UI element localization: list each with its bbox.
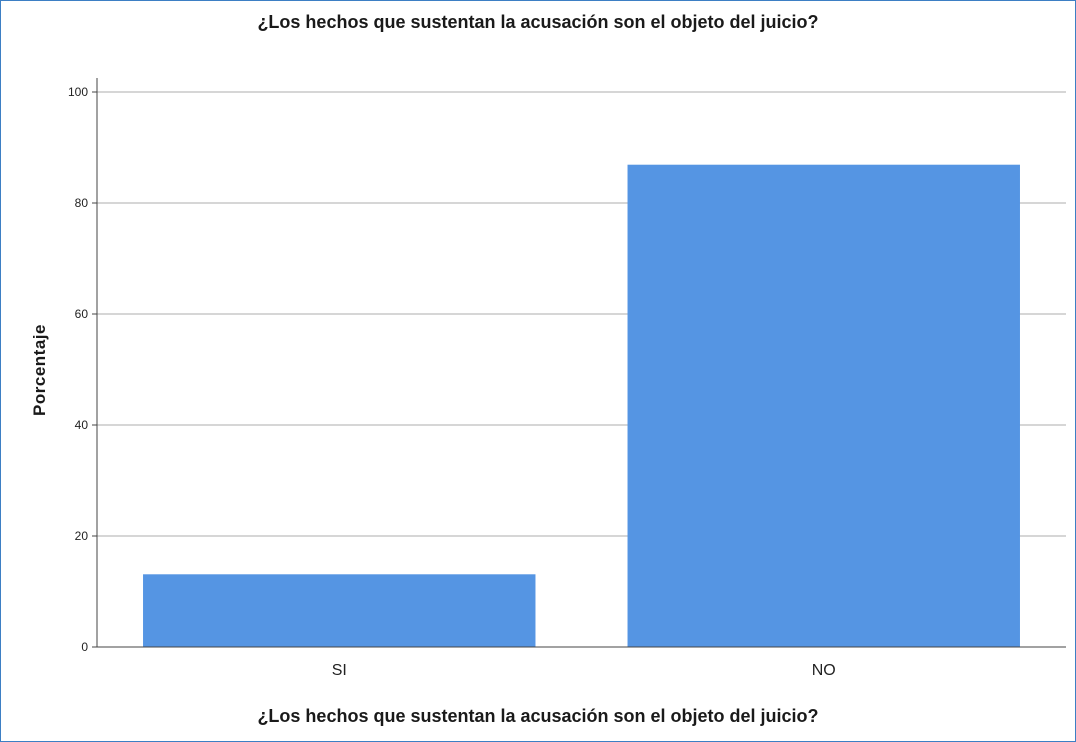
bars — [143, 164, 1020, 647]
bar-no — [627, 164, 1020, 647]
y-tick-label: 40 — [75, 418, 89, 432]
x-tick-label: SI — [332, 662, 347, 679]
y-tick-label: 80 — [75, 196, 89, 210]
chart-title: ¿Los hechos que sustentan la acusación s… — [257, 12, 819, 32]
bar-si — [143, 574, 536, 647]
x-tick-label: NO — [812, 662, 836, 679]
y-tick-label: 0 — [81, 640, 88, 654]
axes: 0 20 40 60 80 100 SI NO — [68, 78, 1066, 679]
y-tick-label: 60 — [75, 307, 89, 321]
y-tick-label: 100 — [68, 85, 88, 99]
x-axis-title: ¿Los hechos que sustentan la acusación s… — [257, 706, 819, 726]
y-tick-label: 20 — [75, 529, 89, 543]
